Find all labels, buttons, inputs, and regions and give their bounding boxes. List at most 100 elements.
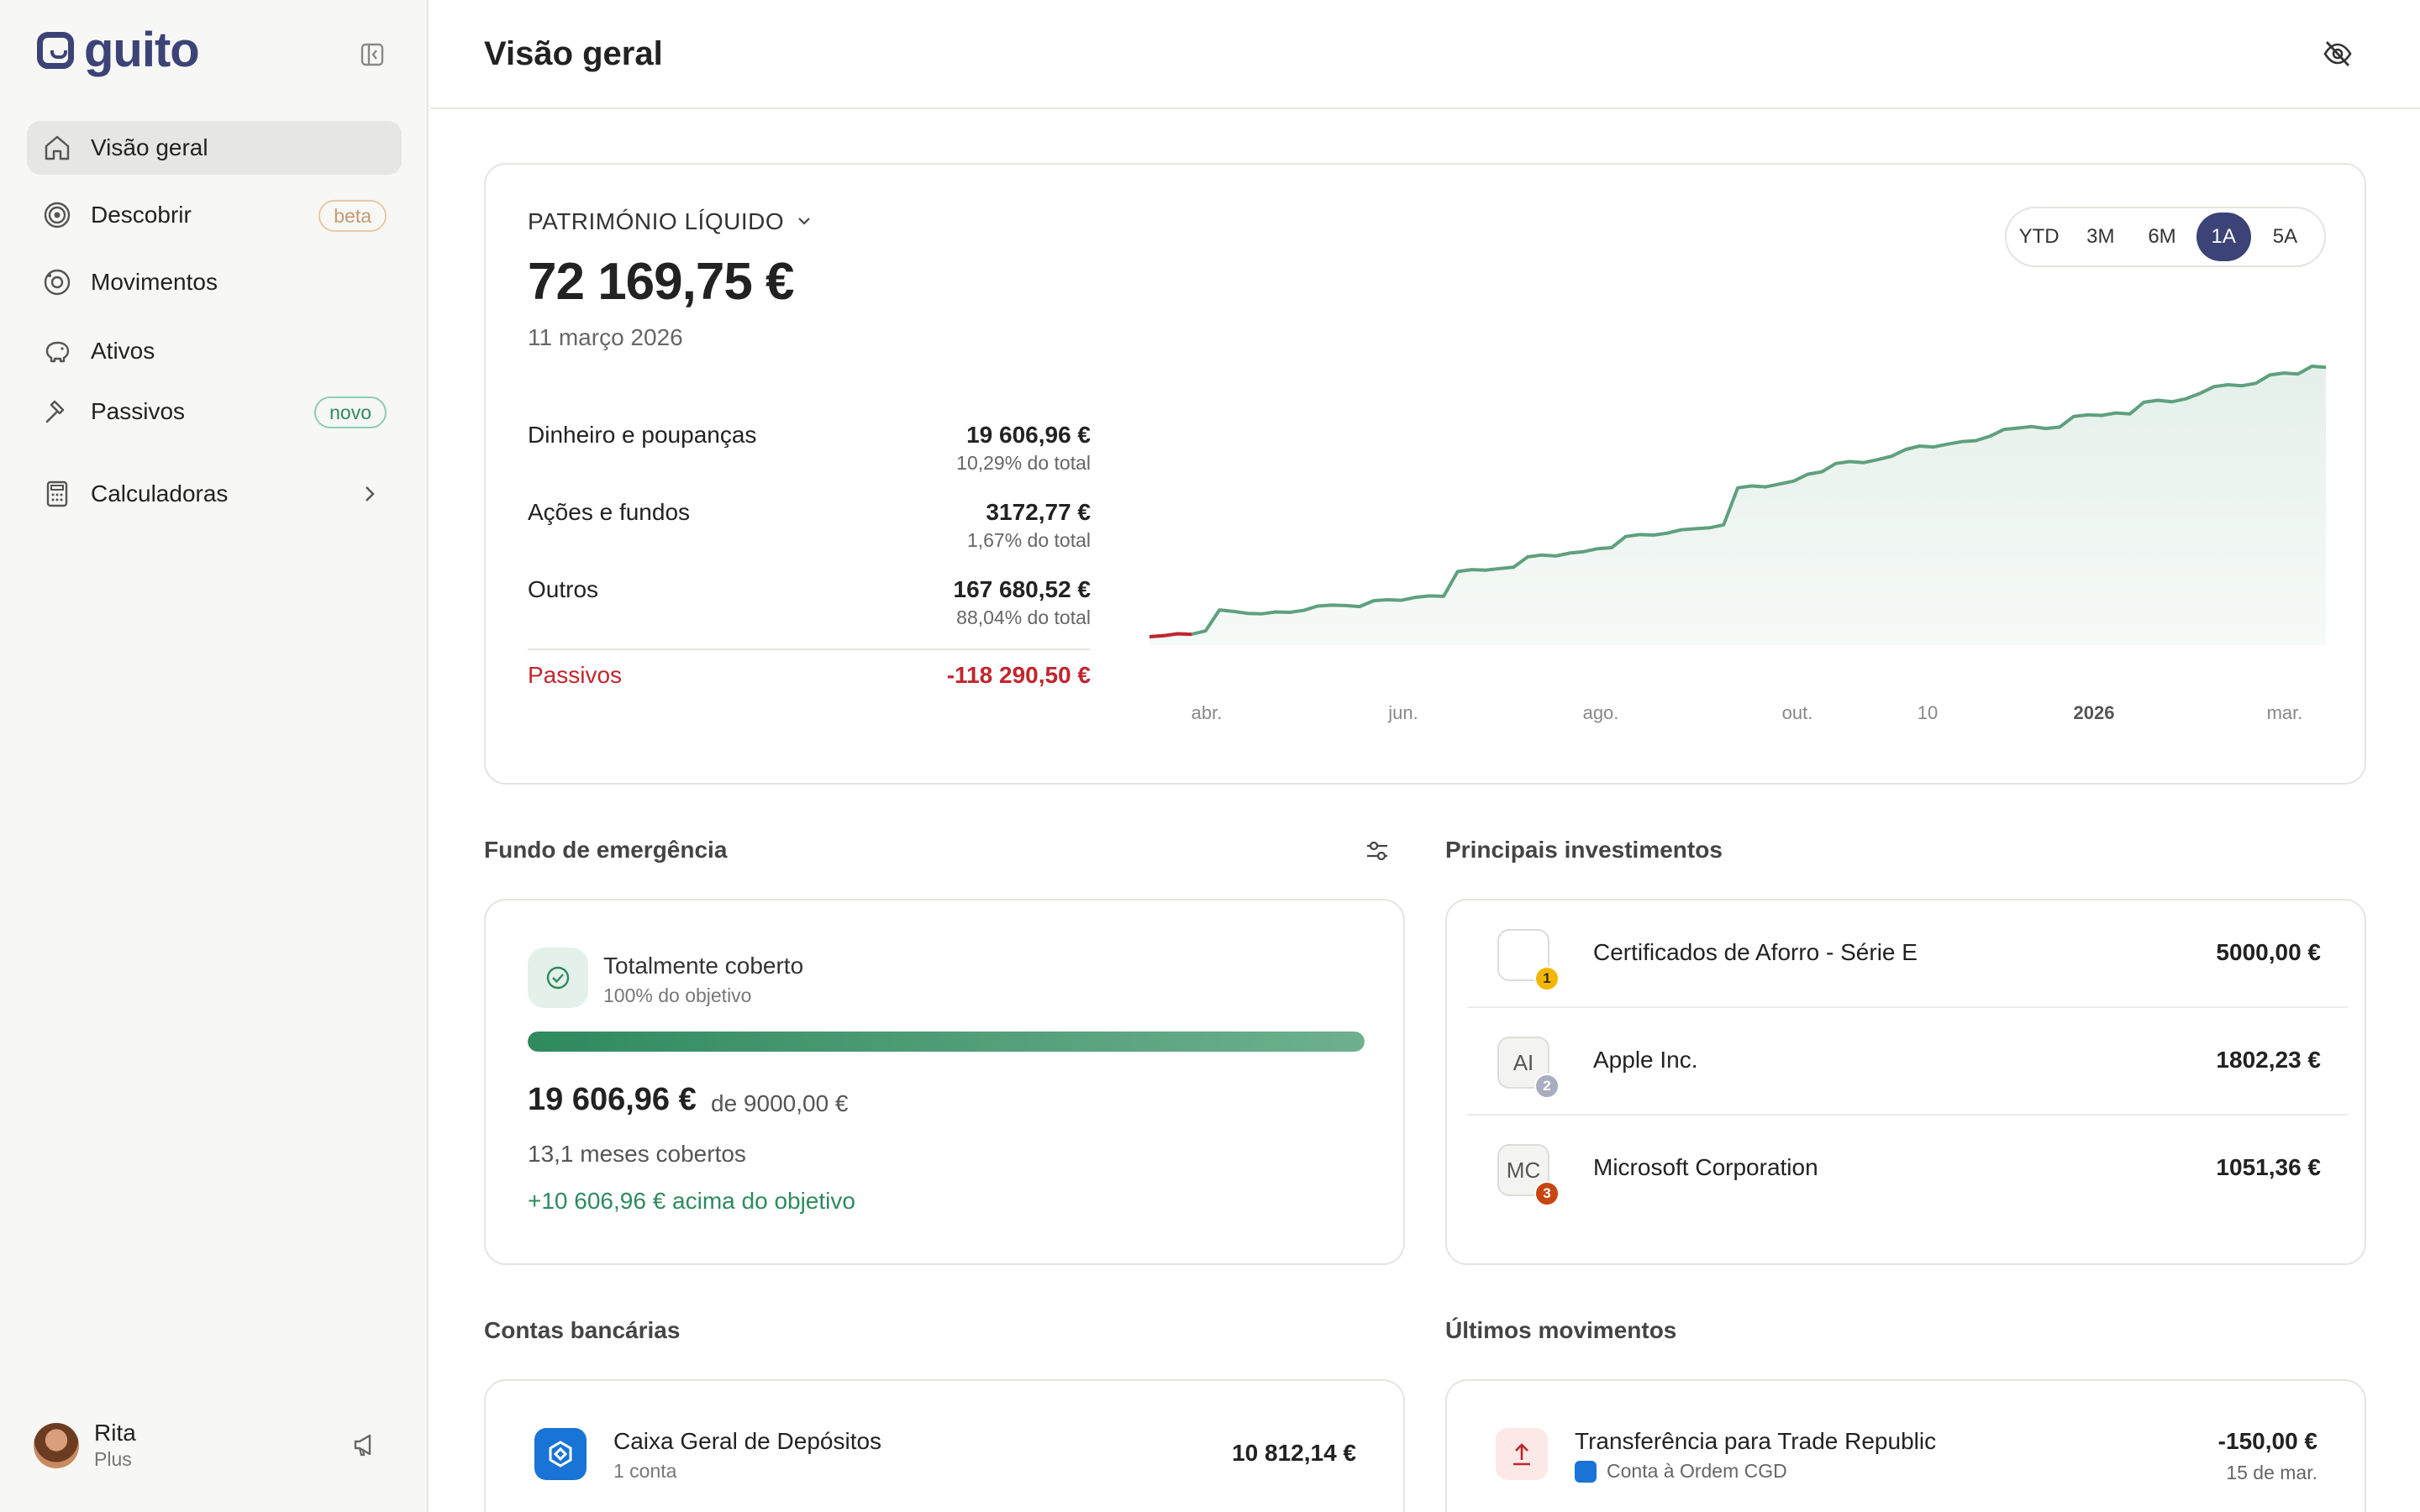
- home-icon: [42, 133, 72, 163]
- liabilities-label: Passivos: [528, 662, 623, 688]
- emergency-fund-months: 13,1 meses cobertos: [528, 1141, 746, 1167]
- user-plan: Plus: [94, 1448, 132, 1470]
- breakdown-label: Dinheiro e poupanças: [528, 422, 757, 448]
- page-header: Visão geral: [430, 0, 2420, 109]
- net-worth-selector[interactable]: PATRIMÓNIO LÍQUIDO: [528, 208, 813, 235]
- sidebar-item-passivos[interactable]: Passivos novo: [27, 385, 402, 438]
- movements-card: Transferência para Trade Republic Conta …: [1445, 1379, 2366, 1512]
- emergency-fund-amount: 19 606,96 €: [528, 1082, 697, 1117]
- liabilities-value: -118 290,50 €: [946, 662, 1091, 688]
- investment-row[interactable]: AI 2 Apple Inc. 1802,23 €: [1467, 1008, 2348, 1116]
- movement-amount: -150,00 €: [2217, 1428, 2317, 1454]
- x-tick-label: mar.: [2267, 702, 2303, 723]
- bank-accounts-card: Caixa Geral de Depósitos 1 conta 10 812,…: [484, 1379, 1405, 1512]
- range-1a-button[interactable]: 1A: [2196, 213, 2251, 261]
- sidebar-item-movimentos[interactable]: Movimentos: [27, 255, 402, 309]
- range-3m-button[interactable]: 3M: [2086, 225, 2115, 248]
- sidebar-item-label: Visão geral: [91, 134, 208, 160]
- bank-logo-icon: [534, 1428, 587, 1480]
- emergency-fund-above: +10 606,96 € acima do objetivo: [528, 1188, 855, 1214]
- x-tick-label: 2026: [2074, 702, 2115, 723]
- movement-account-name: Conta à Ordem CGD: [1607, 1460, 1787, 1482]
- x-tick-label: abr.: [1192, 702, 1223, 723]
- investments-card: 1 Certificados de Aforro - Série E 5000,…: [1445, 899, 2366, 1265]
- movement-name: Transferência para Trade Republic: [1575, 1428, 1937, 1454]
- net-worth-breakdown: Dinheiro e poupanças 19 606,96 € 10,29% …: [528, 422, 1091, 712]
- bank-balance: 10 812,14 €: [1232, 1440, 1356, 1466]
- range-selector: YTD 3M 6M 1A 5A: [2005, 207, 2326, 267]
- chart-negative-segment: [1149, 632, 1192, 638]
- bank-accounts-title: Contas bancárias: [484, 1317, 681, 1343]
- sidebar-item-label: Passivos: [91, 398, 186, 424]
- emergency-fund-progress-bar: [528, 1032, 1365, 1052]
- sidebar-item-ativos[interactable]: Ativos: [27, 324, 402, 378]
- x-tick-label: 10: [1918, 702, 1938, 723]
- logo-mark-icon: [37, 32, 74, 69]
- guito-logo[interactable]: guito: [37, 23, 200, 77]
- net-worth-date: 11 março 2026: [528, 324, 683, 350]
- user-profile[interactable]: Rita Plus: [34, 1420, 136, 1471]
- sidebar-item-calculadoras[interactable]: Calculadoras: [27, 467, 402, 521]
- sidebar-item-label: Movimentos: [91, 269, 218, 295]
- breakdown-value: 19 606,96 €: [966, 422, 1091, 448]
- investment-row[interactable]: MC 3 Microsoft Corporation 1051,36 €: [1467, 1116, 2348, 1223]
- investment-value: 5000,00 €: [2216, 939, 2321, 965]
- bank-account-count: 1 conta: [613, 1460, 677, 1482]
- emergency-fund-card: Totalmente coberto 100% do objetivo 19 6…: [484, 899, 1405, 1265]
- hide-values-icon[interactable]: [2323, 39, 2353, 73]
- movements-title: Últimos movimentos: [1445, 1317, 1677, 1343]
- emergency-fund-status: Totalmente coberto: [603, 953, 804, 979]
- check-circle-icon: [528, 948, 588, 1008]
- sidebar-item-label: Calculadoras: [91, 480, 229, 507]
- novo-badge: novo: [314, 396, 387, 428]
- beta-badge: beta: [318, 200, 387, 232]
- emergency-fund-target: de 9000,00 €: [711, 1090, 849, 1116]
- sidebar-item-label: Descobrir: [91, 202, 192, 228]
- investment-row[interactable]: 1 Certificados de Aforro - Série E 5000,…: [1467, 900, 2348, 1008]
- movement-date: 15 de mar.: [2226, 1462, 2317, 1483]
- avatar: [34, 1422, 79, 1468]
- movement-account: Conta à Ordem CGD: [1575, 1460, 1787, 1483]
- sliders-icon[interactable]: [1365, 838, 1390, 868]
- liabilities-row: Passivos -118 290,50 €: [528, 662, 1091, 712]
- breakdown-label: Outros: [528, 576, 599, 602]
- collapse-sidebar-icon[interactable]: [360, 42, 385, 67]
- sidebar: guito Visão geral Descobrir beta Movimen…: [0, 0, 429, 1512]
- breakdown-row: Outros 167 680,52 € 88,04% do total: [528, 576, 1091, 654]
- breakdown-pct: 10,29% do total: [956, 452, 1091, 474]
- chart-area: [1150, 366, 2326, 645]
- emergency-fund-progress-fill: [528, 1032, 1365, 1052]
- sidebar-item-descobrir[interactable]: Descobrir beta: [27, 188, 402, 242]
- arrow-up-out-icon: [1496, 1428, 1548, 1480]
- investment-name: Apple Inc.: [1593, 1047, 1698, 1073]
- sidebar-item-visao-geral[interactable]: Visão geral: [27, 121, 402, 175]
- calculator-icon: [42, 479, 72, 509]
- investments-title: Principais investimentos: [1445, 837, 1723, 863]
- range-ytd-button[interactable]: YTD: [2018, 225, 2060, 248]
- net-worth-card: PATRIMÓNIO LÍQUIDO 72 169,75 € 11 março …: [484, 163, 2366, 785]
- user-name: Rita: [94, 1420, 136, 1446]
- breakdown-value: 3172,77 €: [986, 499, 1091, 525]
- megaphone-icon[interactable]: [351, 1431, 378, 1462]
- bank-logo-icon: [1575, 1460, 1597, 1483]
- x-tick-label: ago.: [1583, 702, 1619, 723]
- x-tick-label: jun.: [1387, 702, 1418, 723]
- emergency-fund-pct: 100% do objetivo: [603, 984, 752, 1006]
- logo-text: guito: [84, 23, 200, 77]
- x-tick-label: out.: [1782, 702, 1813, 723]
- breakdown-row: Ações e fundos 3172,77 € 1,67% do total: [528, 499, 1091, 576]
- piggy-bank-icon: [42, 336, 72, 366]
- net-worth-chart[interactable]: abr. jun. ago. out. 10 2026 mar.: [1141, 349, 2334, 736]
- investment-value: 1051,36 €: [2216, 1154, 2321, 1180]
- investment-name: Certificados de Aforro - Série E: [1593, 939, 1918, 965]
- divider: [528, 648, 1091, 650]
- range-5a-button[interactable]: 5A: [2272, 225, 2298, 248]
- emergency-fund-title: Fundo de emergência: [484, 837, 728, 863]
- chevron-right-icon: [360, 484, 380, 508]
- rank-badge: 2: [1534, 1074, 1560, 1099]
- breakdown-pct: 88,04% do total: [956, 606, 1091, 628]
- sidebar-item-label: Ativos: [91, 338, 155, 364]
- investment-name: Microsoft Corporation: [1593, 1154, 1818, 1180]
- rank-badge: 1: [1534, 966, 1560, 991]
- range-6m-button[interactable]: 6M: [2148, 225, 2176, 248]
